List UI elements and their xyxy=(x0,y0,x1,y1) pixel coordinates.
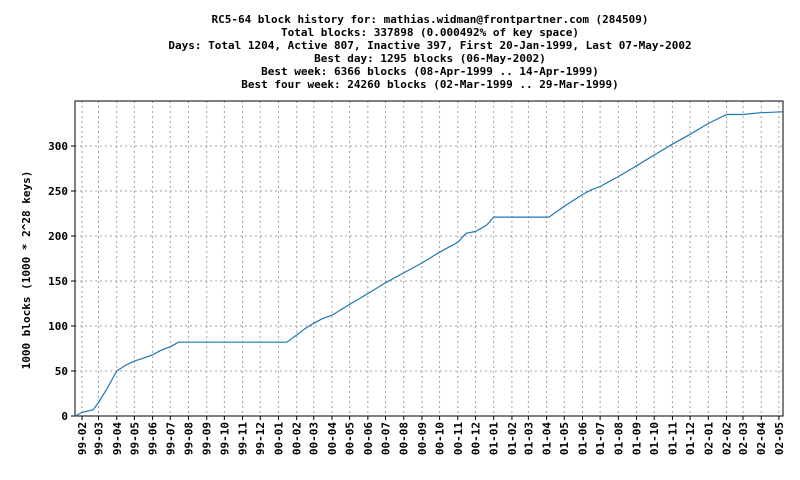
x-tick-label: 00-01 xyxy=(272,422,285,455)
x-tick-label: 01-10 xyxy=(648,422,661,455)
chart-title: RC5-64 block history for: mathias.widman… xyxy=(168,13,691,91)
x-tick-label: 00-07 xyxy=(379,422,392,455)
plot-frame xyxy=(74,100,784,417)
x-tick-label: 01-04 xyxy=(541,422,554,455)
y-tick-label: 200 xyxy=(48,230,68,243)
x-tick-label: 99-06 xyxy=(147,422,160,455)
x-tick-label: 99-10 xyxy=(218,422,231,455)
x-tick-label: 99-12 xyxy=(254,422,267,455)
x-tick-label: 99-03 xyxy=(93,422,106,455)
x-tick-label: 01-08 xyxy=(612,422,625,455)
x-tick-label: 01-11 xyxy=(666,422,679,455)
x-tick-label: 99-02 xyxy=(76,422,89,455)
title-line-1: RC5-64 block history for: mathias.widman… xyxy=(211,13,648,26)
x-tick-label: 00-03 xyxy=(308,422,321,455)
x-tick-label: 00-12 xyxy=(469,422,482,455)
x-tick-label: 00-11 xyxy=(452,422,465,455)
title-line-5: Best week: 6366 blocks (08-Apr-1999 .. 1… xyxy=(261,65,599,78)
grid xyxy=(75,101,783,416)
title-line-6: Best four week: 24260 blocks (02-Mar-199… xyxy=(241,78,619,91)
x-tick-label: 99-11 xyxy=(237,422,250,455)
title-line-2: Total blocks: 337898 (0.000492% of key s… xyxy=(281,26,579,39)
y-axis-title: 1000 blocks (1000 * 2^28 keys) xyxy=(20,171,33,370)
x-tick-label: 00-08 xyxy=(398,422,411,455)
x-tick-label: 02-01 xyxy=(702,422,715,455)
x-tick-label: 01-07 xyxy=(594,422,607,455)
x-tick-label: 99-07 xyxy=(164,422,177,455)
series xyxy=(74,111,783,417)
x-tick-label: 01-12 xyxy=(684,422,697,455)
y-tick-label: 50 xyxy=(55,365,68,378)
x-tick-label: 00-10 xyxy=(434,422,447,455)
x-tick-label: 99-04 xyxy=(111,422,124,455)
x-axis-ticks: 99-02 99-03 99-04 99-05 99-06 99-07 99-08 99-09… xyxy=(76,416,786,455)
x-tick-label: 02-03 xyxy=(737,422,750,455)
x-tick-label: 99-08 xyxy=(182,422,195,455)
y-tick-label: 100 xyxy=(48,320,68,333)
x-tick-label: 02-02 xyxy=(721,422,734,455)
x-tick-label: 99-05 xyxy=(128,422,141,455)
x-tick-label: 01-05 xyxy=(558,422,571,455)
x-tick-label: 02-05 xyxy=(773,422,786,455)
x-tick-label: 00-06 xyxy=(362,422,375,455)
series-line-0 xyxy=(74,111,783,417)
x-tick-label: 01-03 xyxy=(522,422,535,455)
y-tick-label: 300 xyxy=(48,140,68,153)
x-tick-label: 00-05 xyxy=(344,422,357,455)
x-tick-label: 00-09 xyxy=(416,422,429,455)
y-axis-ticks: 0 50 100 150 200 250 300 xyxy=(48,140,75,423)
x-tick-label: 00-04 xyxy=(326,422,339,455)
axes xyxy=(74,100,784,417)
x-tick-label: 01-01 xyxy=(488,422,501,455)
y-tick-label: 250 xyxy=(48,185,68,198)
x-tick-label: 99-09 xyxy=(201,422,214,455)
x-tick-label: 01-02 xyxy=(506,422,519,455)
x-tick-label: 00-02 xyxy=(291,422,304,455)
x-tick-label: 02-04 xyxy=(755,422,768,455)
title-line-3: Days: Total 1204, Active 807, Inactive 3… xyxy=(168,39,691,52)
x-tick-label: 01-09 xyxy=(631,422,644,455)
y-tick-label: 150 xyxy=(48,275,68,288)
title-line-4: Best day: 1295 blocks (06-May-2002) xyxy=(314,52,546,65)
x-tick-label: 01-06 xyxy=(576,422,589,455)
y-tick-label: 0 xyxy=(61,410,68,423)
